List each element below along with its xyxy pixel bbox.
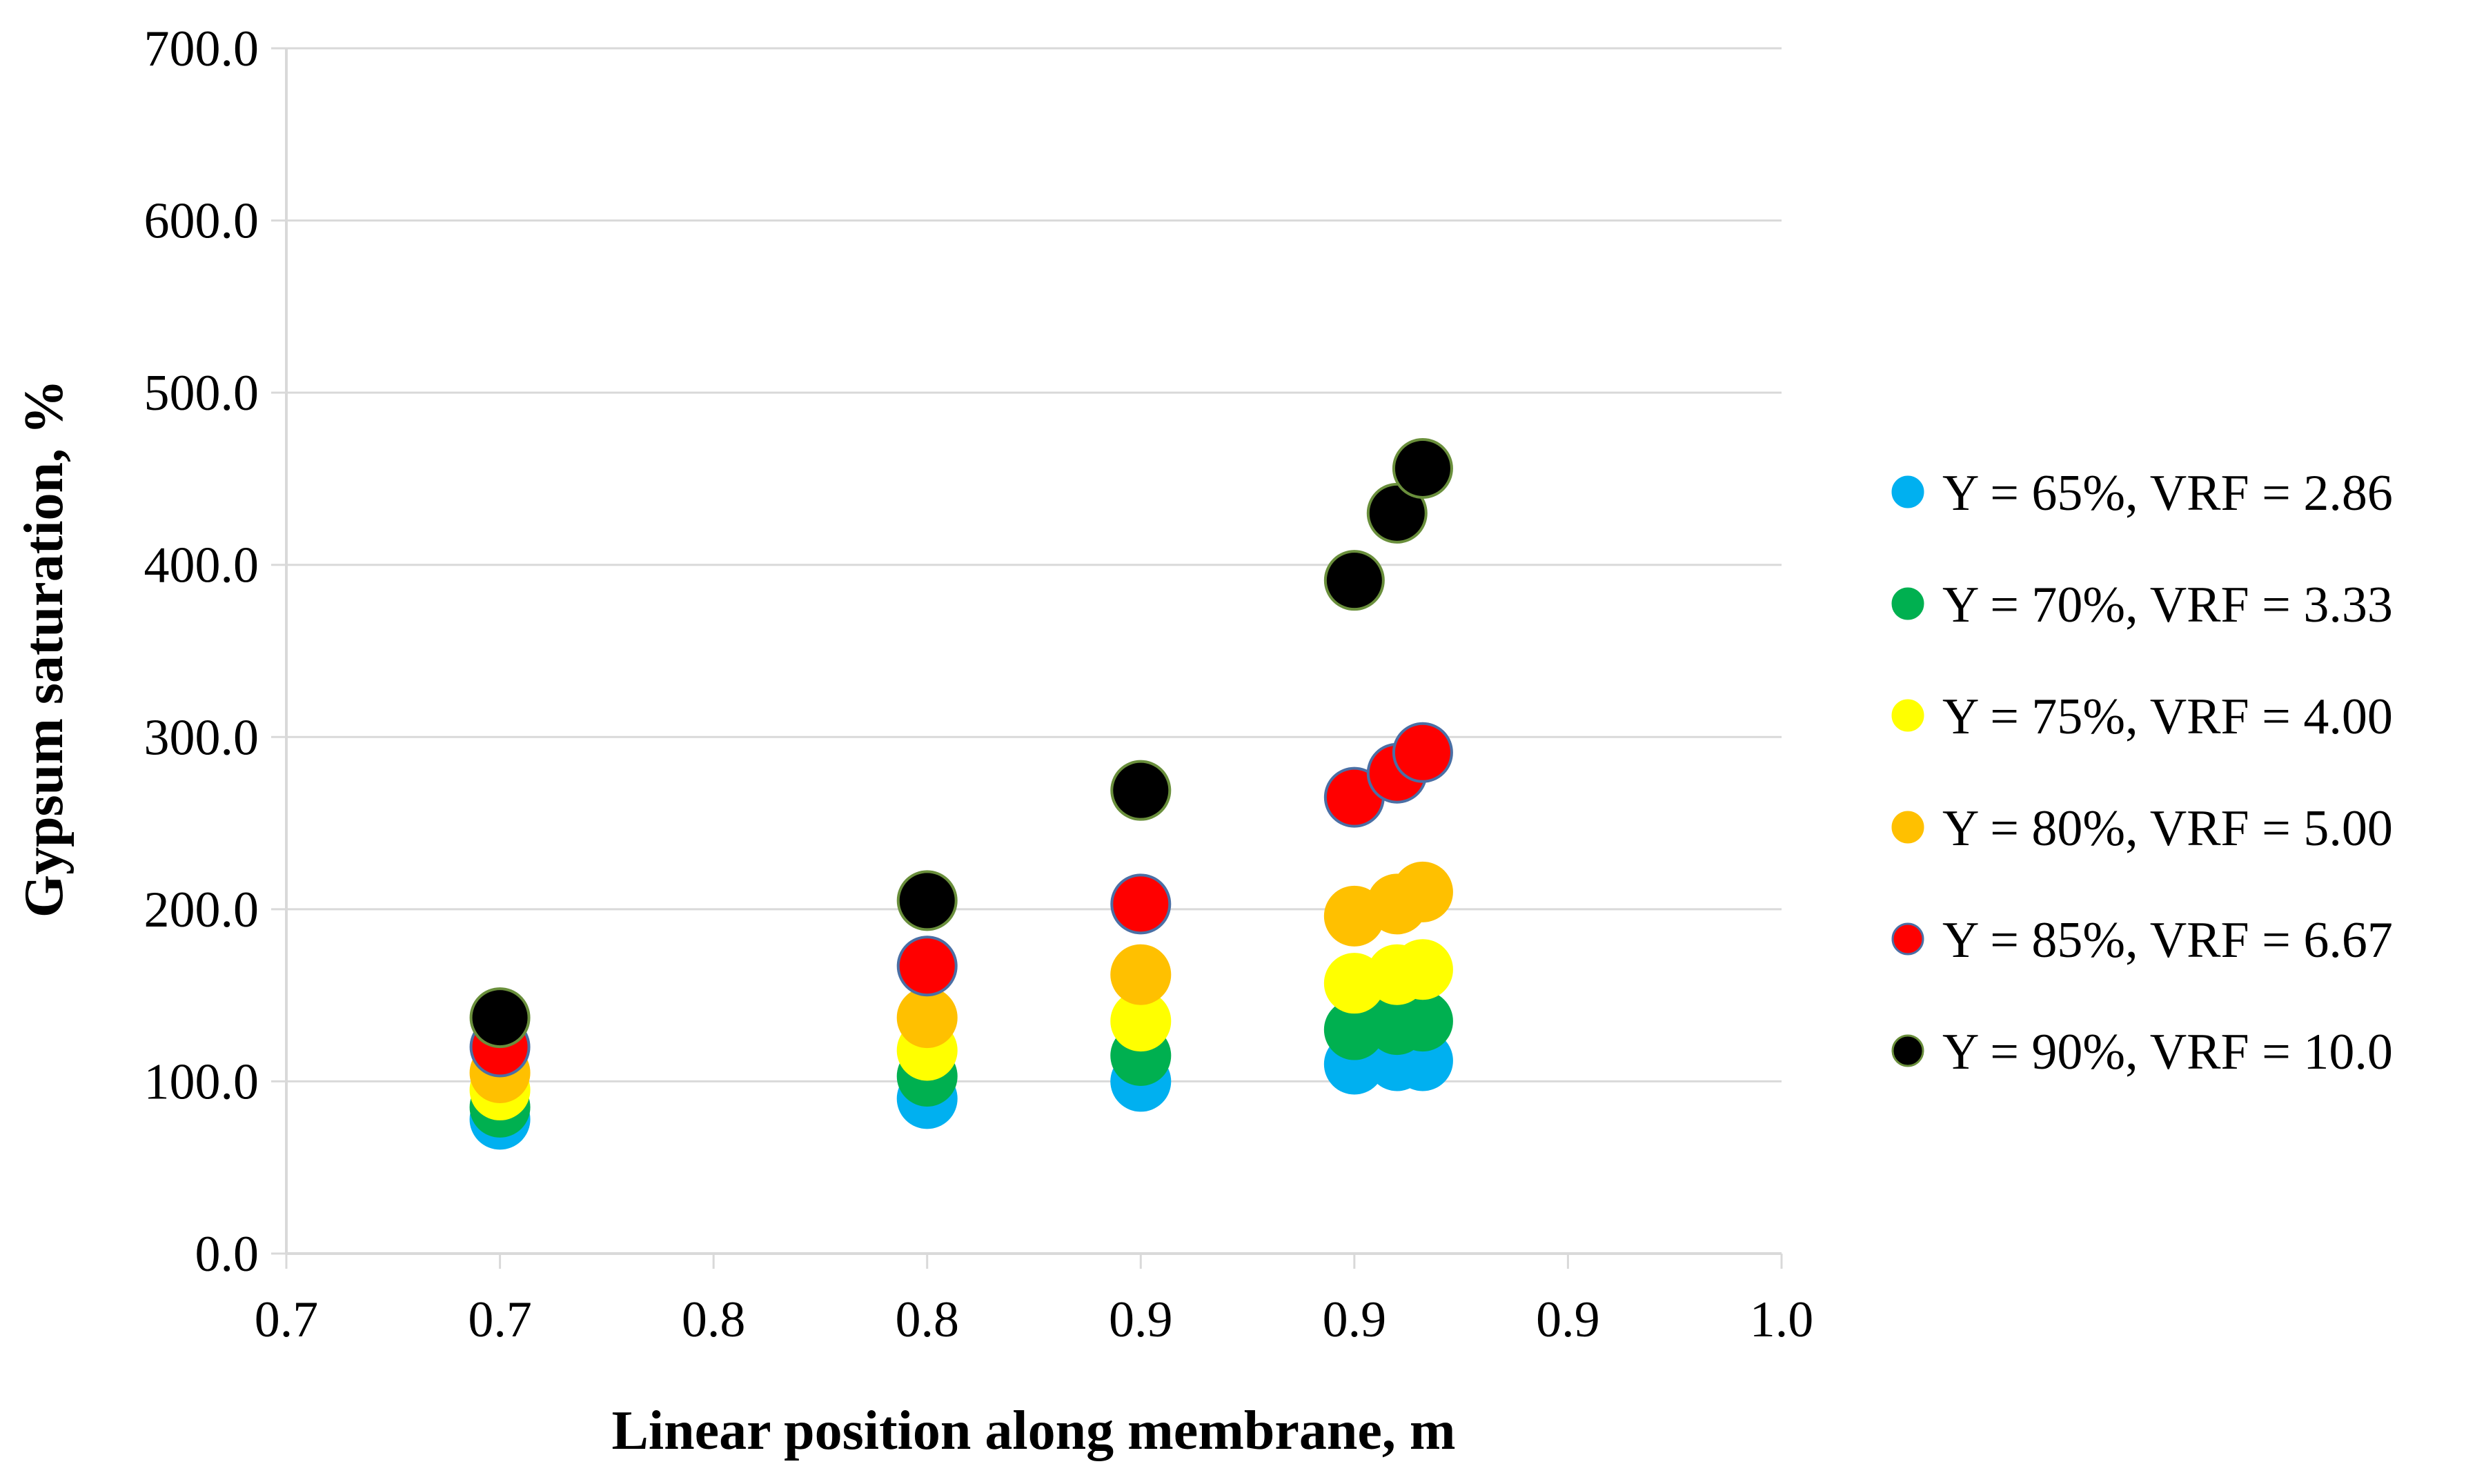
series-6-point	[1392, 437, 1453, 499]
legend-label-6: Y = 90%, VRF = 10.0	[1942, 1024, 2393, 1080]
y-tick-label: 500.0	[144, 365, 259, 422]
y-tick-label: 400.0	[144, 537, 259, 594]
series-5-point	[1110, 873, 1172, 935]
series-6-point	[896, 870, 958, 931]
x-tick-label: 0.7	[255, 1292, 319, 1348]
y-tick-label: 700.0	[144, 21, 259, 77]
series-3-point	[1392, 939, 1453, 1000]
y-axis-title: Gypsum saturation, %	[14, 379, 75, 918]
x-ticks: 0.7 0.7 0.8 0.8 0.9 0.9 0.9 1.0	[255, 1254, 1814, 1348]
x-tick-label: 0.9	[1536, 1292, 1600, 1348]
legend-marker-6	[1891, 1034, 1924, 1067]
legend-label-3: Y = 75%, VRF = 4.00	[1942, 689, 2393, 745]
legend-label-4: Y = 80%, VRF = 5.00	[1942, 800, 2393, 857]
legend-marker-4	[1891, 811, 1924, 844]
legend-label-5: Y = 85%, VRF = 6.67	[1942, 912, 2393, 969]
series-5-point	[1392, 722, 1453, 783]
y-tick-label: 0.0	[195, 1226, 259, 1283]
x-tick-label: 0.7	[468, 1292, 532, 1348]
x-tick-label: 0.9	[1109, 1292, 1173, 1348]
x-tick-label: 0.8	[682, 1292, 746, 1348]
x-axis-title: Linear position along membrane, m	[611, 1401, 1455, 1461]
axes	[285, 48, 1782, 1255]
x-tick-label: 0.9	[1323, 1292, 1387, 1348]
y-tick-label: 100.0	[144, 1053, 259, 1110]
legend-marker-5	[1891, 922, 1924, 956]
legend-label-2: Y = 70%, VRF = 3.33	[1942, 577, 2393, 633]
series-4-point	[1392, 861, 1453, 922]
series-4-point	[896, 987, 958, 1049]
y-tick-label: 600.0	[144, 193, 259, 250]
series-6-point	[1323, 550, 1385, 611]
legend-label-1: Y = 65%, VRF = 2.86	[1942, 465, 2393, 522]
legend-marker-2	[1891, 587, 1924, 620]
data-points	[469, 437, 1453, 1150]
y-ticks: 0.0 100.0 200.0 300.0 400.0 500.0 600.0 700.0	[144, 21, 286, 1283]
legend-marker-1	[1891, 475, 1924, 508]
y-tick-label: 300.0	[144, 709, 259, 766]
series-6-point	[1110, 760, 1172, 821]
series-5-point	[896, 936, 958, 997]
gridlines	[286, 47, 1782, 1082]
x-tick-label: 0.8	[895, 1292, 959, 1348]
series-4-point	[1110, 944, 1172, 1005]
x-tick-label: 1.0	[1750, 1292, 1814, 1348]
legend-marker-3	[1891, 699, 1924, 732]
series-6-point	[469, 987, 531, 1049]
legend: Y = 65%, VRF = 2.86 Y = 70%, VRF = 3.33 Y …	[1891, 465, 2393, 1080]
y-tick-label: 200.0	[144, 882, 259, 938]
